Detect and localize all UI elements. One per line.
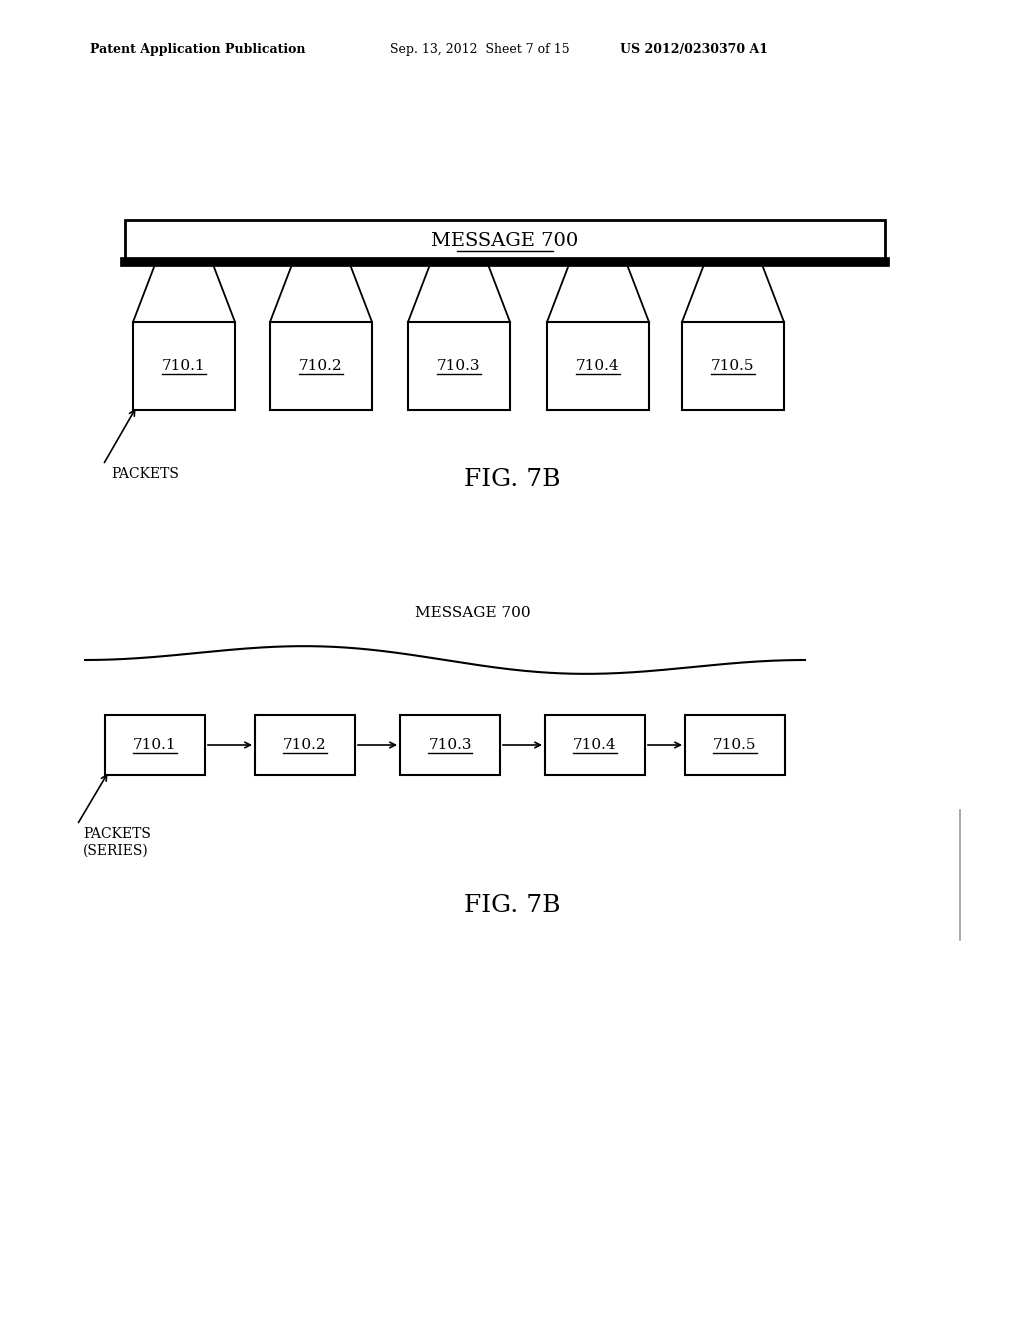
Text: FIG. 7B: FIG. 7B <box>464 469 560 491</box>
Text: 710.3: 710.3 <box>428 738 472 752</box>
Text: 710.5: 710.5 <box>712 359 755 374</box>
Text: 710.1: 710.1 <box>162 359 206 374</box>
Text: FIG. 7B: FIG. 7B <box>464 894 560 916</box>
Polygon shape <box>547 261 649 322</box>
Bar <box>105 715 205 775</box>
Bar <box>125 220 885 261</box>
Text: 710.4: 710.4 <box>573 738 616 752</box>
Text: 710.2: 710.2 <box>284 738 327 752</box>
Bar <box>545 715 645 775</box>
Bar <box>682 322 784 411</box>
Bar <box>133 322 234 411</box>
Text: Patent Application Publication: Patent Application Publication <box>90 44 305 57</box>
Text: US 2012/0230370 A1: US 2012/0230370 A1 <box>620 44 768 57</box>
Bar <box>685 715 785 775</box>
Bar <box>547 322 649 411</box>
Text: 710.5: 710.5 <box>714 738 757 752</box>
Bar <box>400 715 500 775</box>
Text: 710.2: 710.2 <box>299 359 343 374</box>
Text: Sep. 13, 2012  Sheet 7 of 15: Sep. 13, 2012 Sheet 7 of 15 <box>390 44 569 57</box>
Text: 710.1: 710.1 <box>133 738 177 752</box>
Polygon shape <box>682 261 784 322</box>
Text: MESSAGE 700: MESSAGE 700 <box>415 606 530 620</box>
Text: 710.3: 710.3 <box>437 359 480 374</box>
Text: 710.4: 710.4 <box>577 359 620 374</box>
Text: MESSAGE 700: MESSAGE 700 <box>431 232 579 249</box>
Text: PACKETS
(SERIES): PACKETS (SERIES) <box>83 828 151 857</box>
Polygon shape <box>408 261 510 322</box>
Bar <box>255 715 355 775</box>
Bar <box>270 322 372 411</box>
Bar <box>408 322 510 411</box>
Polygon shape <box>270 261 372 322</box>
Text: PACKETS: PACKETS <box>111 467 179 480</box>
Polygon shape <box>133 261 234 322</box>
